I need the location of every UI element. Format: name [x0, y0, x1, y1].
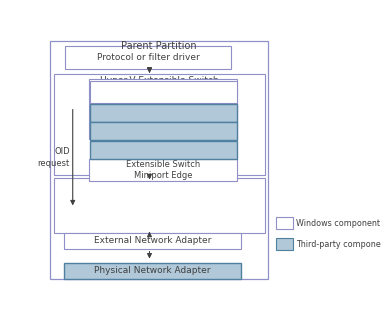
FancyBboxPatch shape — [50, 41, 269, 279]
FancyBboxPatch shape — [90, 104, 237, 122]
Text: Forwarding Extension: Forwarding Extension — [115, 145, 212, 154]
FancyBboxPatch shape — [277, 218, 293, 229]
Text: Windows component: Windows component — [296, 219, 379, 228]
Text: Third-party component: Third-party component — [296, 239, 381, 249]
FancyBboxPatch shape — [89, 79, 237, 139]
Text: Capturing Extension: Capturing Extension — [117, 108, 210, 117]
Text: Extensible Switch
Miniport Edge: Extensible Switch Miniport Edge — [126, 160, 200, 180]
FancyBboxPatch shape — [64, 263, 241, 279]
Text: Physical Network Adapter: Physical Network Adapter — [94, 266, 211, 275]
Text: Extensible Switch
Protocol Edge: Extensible Switch Protocol Edge — [126, 82, 201, 102]
FancyBboxPatch shape — [64, 233, 241, 249]
FancyBboxPatch shape — [90, 122, 237, 140]
Text: Filtering Extension: Filtering Extension — [122, 127, 206, 136]
FancyBboxPatch shape — [54, 178, 265, 233]
Text: Parent Partition: Parent Partition — [120, 41, 196, 51]
Text: Protocol or filter driver: Protocol or filter driver — [97, 53, 199, 62]
Text: Hyper-V Extensible Switch: Hyper-V Extensible Switch — [100, 76, 219, 85]
FancyBboxPatch shape — [89, 159, 237, 181]
FancyBboxPatch shape — [90, 141, 237, 159]
Text: OID
request: OID request — [37, 148, 70, 168]
FancyBboxPatch shape — [54, 74, 265, 175]
FancyBboxPatch shape — [90, 81, 237, 103]
FancyBboxPatch shape — [66, 45, 231, 69]
Text: External Network Adapter: External Network Adapter — [94, 236, 211, 245]
FancyBboxPatch shape — [277, 238, 293, 250]
